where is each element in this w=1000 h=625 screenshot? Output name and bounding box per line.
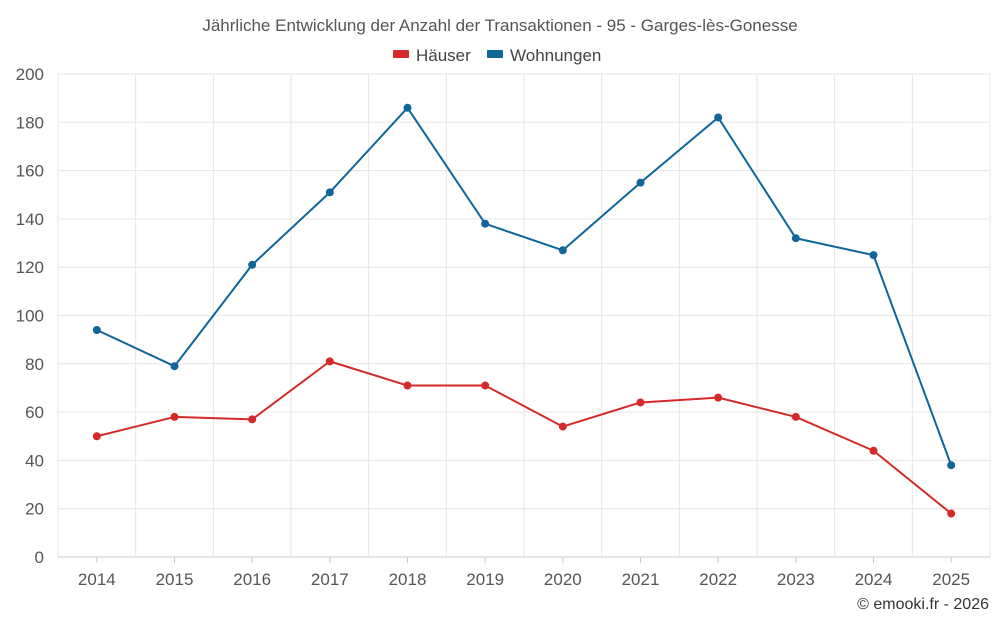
- y-tick-label: 200: [16, 65, 44, 84]
- data-point-wohnungen[interactable]: [248, 260, 257, 269]
- data-point-wohnungen[interactable]: [403, 103, 412, 112]
- x-tick-label: 2017: [311, 570, 349, 589]
- y-tick-label: 60: [25, 403, 44, 422]
- y-tick-label: 80: [25, 355, 44, 374]
- x-tick-label: 2022: [699, 570, 737, 589]
- chart-title: Jährliche Entwicklung der Anzahl der Tra…: [202, 16, 797, 35]
- data-point-hauser[interactable]: [92, 432, 101, 441]
- x-tick-label: 2020: [544, 570, 582, 589]
- data-point-hauser[interactable]: [325, 357, 334, 366]
- data-point-hauser[interactable]: [248, 415, 257, 424]
- y-tick-label: 20: [25, 500, 44, 519]
- data-point-hauser[interactable]: [481, 381, 490, 390]
- x-tick-label: 2015: [156, 570, 194, 589]
- data-point-hauser[interactable]: [947, 509, 956, 518]
- data-point-wohnungen[interactable]: [558, 246, 567, 255]
- x-tick-label: 2016: [233, 570, 271, 589]
- y-axis: 0 20 40 60 80 100 120 140 160 180 200: [16, 65, 44, 567]
- y-tick-label: 0: [35, 548, 44, 567]
- series-line-wohnungen[interactable]: [96, 106, 953, 466]
- data-point-hauser[interactable]: [170, 412, 179, 421]
- y-tick-label: 100: [16, 307, 44, 326]
- x-tick-label: 2018: [389, 570, 427, 589]
- x-tick-label: 2024: [855, 570, 893, 589]
- legend-swatch-hauser: [393, 50, 409, 58]
- data-point-wohnungen[interactable]: [869, 251, 878, 260]
- data-point-hauser[interactable]: [714, 393, 723, 402]
- x-tick-label: 2019: [466, 570, 504, 589]
- y-tick-label: 180: [16, 113, 44, 132]
- credit-text: © emooki.fr - 2026: [857, 596, 989, 613]
- legend-swatch-wohnungen: [487, 50, 503, 58]
- data-point-hauser[interactable]: [869, 446, 878, 455]
- y-tick-label: 160: [16, 162, 44, 181]
- x-tick-label: 2021: [622, 570, 660, 589]
- data-point-wohnungen[interactable]: [947, 461, 956, 470]
- y-tick-label: 40: [25, 451, 44, 470]
- y-tick-label: 120: [16, 258, 44, 277]
- data-point-hauser[interactable]: [558, 422, 567, 431]
- x-tick-label: 2025: [932, 570, 970, 589]
- data-point-wohnungen[interactable]: [170, 362, 179, 371]
- x-tick-label: 2014: [78, 570, 116, 589]
- data-point-wohnungen[interactable]: [481, 219, 490, 228]
- data-point-hauser[interactable]: [403, 381, 412, 390]
- data-point-hauser[interactable]: [791, 412, 800, 421]
- data-point-wohnungen[interactable]: [791, 234, 800, 243]
- data-point-wohnungen[interactable]: [92, 325, 101, 334]
- data-point-wohnungen[interactable]: [714, 113, 723, 122]
- x-axis: 2014 2015 2016 2017 2018 2019 2020 2021 2022 2023…: [78, 557, 970, 589]
- legend: Häuser Wohnungen: [393, 46, 601, 65]
- data-point-wohnungen[interactable]: [325, 188, 334, 197]
- series-group: [92, 103, 956, 518]
- y-tick-label: 140: [16, 210, 44, 229]
- legend-label-hauser[interactable]: Häuser: [416, 46, 471, 65]
- data-point-wohnungen[interactable]: [636, 178, 645, 187]
- series-line-hauser[interactable]: [96, 360, 952, 515]
- data-point-hauser[interactable]: [636, 398, 645, 407]
- legend-label-wohnungen[interactable]: Wohnungen: [510, 46, 601, 65]
- grid: [57, 73, 991, 558]
- x-tick-label: 2023: [777, 570, 815, 589]
